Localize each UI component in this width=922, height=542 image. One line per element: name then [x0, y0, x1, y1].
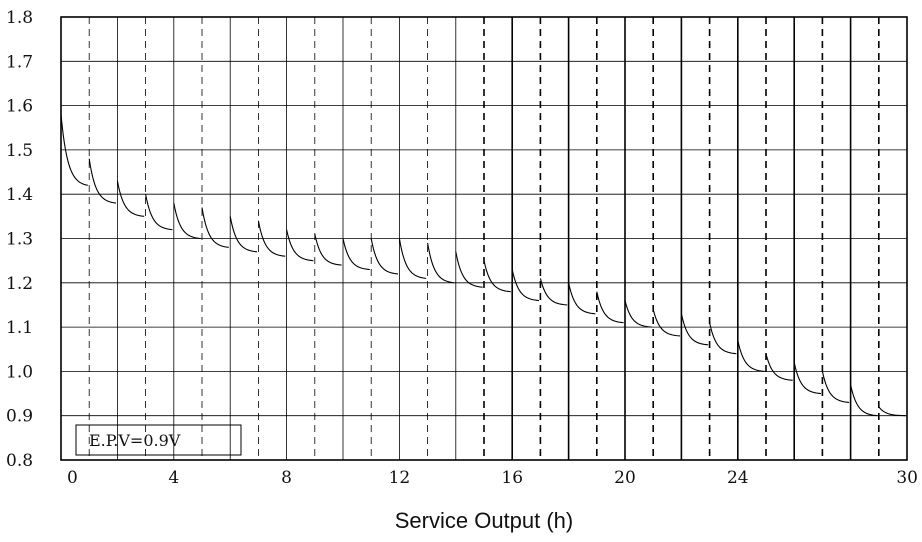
x-tick-label: 16	[501, 468, 523, 488]
discharge-segment	[624, 300, 652, 328]
discharge-segment	[709, 322, 737, 355]
x-tick-label: 8	[281, 468, 292, 488]
y-tick-label: 0.8	[6, 451, 33, 471]
y-tick-label: 1.4	[6, 185, 33, 205]
discharge-segment	[793, 362, 822, 395]
discharge-segment	[370, 238, 399, 275]
x-tick-labels: 0 4 8 12 16 20 24 30	[67, 468, 918, 488]
x-tick-label: 30	[896, 468, 918, 488]
grid-lines	[61, 17, 907, 460]
discharge-segment	[765, 353, 793, 381]
y-tick-label: 1.6	[6, 97, 33, 117]
y-tick-label: 1.7	[6, 52, 33, 72]
discharge-segment	[483, 260, 511, 293]
discharge-segment	[88, 158, 117, 204]
plot-frame	[60, 16, 908, 461]
x-tick-label: 0	[67, 468, 78, 488]
discharge-segment	[878, 406, 906, 417]
discharge-segment	[116, 180, 145, 217]
discharge-segment	[229, 216, 258, 253]
y-tick-label: 1.0	[6, 362, 33, 382]
discharge-segment	[314, 233, 342, 266]
discharge-segment	[850, 384, 878, 417]
x-axis-label: Service Output (h)	[395, 508, 574, 533]
discharge-segment	[173, 202, 201, 240]
discharge-segment	[455, 251, 483, 288]
x-tick-label: 12	[389, 468, 411, 488]
discharge-segment	[286, 229, 314, 262]
y-tick-label: 1.5	[6, 141, 33, 161]
y-tick-labels: 0.8 0.9 1.0 1.1 1.2 1.3 1.4 1.5 1.6 1.7 1.8	[6, 8, 33, 471]
discharge-segment	[568, 282, 596, 315]
discharge-segment	[201, 207, 229, 248]
discharge-segment	[145, 194, 173, 231]
series-group	[60, 114, 906, 417]
discharge-segment	[60, 114, 88, 186]
annotation-text: E.P.V=0.9V	[89, 431, 181, 450]
discharge-segment	[257, 220, 286, 257]
y-tick-label: 1.3	[6, 230, 33, 250]
discharge-segment	[821, 371, 850, 403]
discharge-segment	[427, 242, 455, 284]
x-tick-label: 24	[727, 468, 749, 488]
x-tick-label: 4	[168, 468, 179, 488]
discharge-segment	[737, 340, 765, 372]
y-tick-label: 0.9	[6, 407, 33, 427]
discharge-segment	[680, 313, 709, 346]
y-tick-label: 1.1	[6, 318, 33, 338]
discharge-segment	[511, 269, 540, 302]
x-tick-label: 20	[614, 468, 636, 488]
discharge-segment	[652, 309, 681, 337]
y-tick-label: 1.8	[6, 8, 33, 28]
y-tick-label: 1.2	[6, 274, 33, 294]
discharge-segment	[596, 291, 624, 324]
discharge-segment	[342, 238, 370, 271]
annotation-frame	[75, 424, 242, 456]
discharge-segment	[539, 278, 568, 306]
annotation-box: E.P.V=0.9V	[75, 424, 242, 456]
discharge-segment	[398, 238, 427, 279]
